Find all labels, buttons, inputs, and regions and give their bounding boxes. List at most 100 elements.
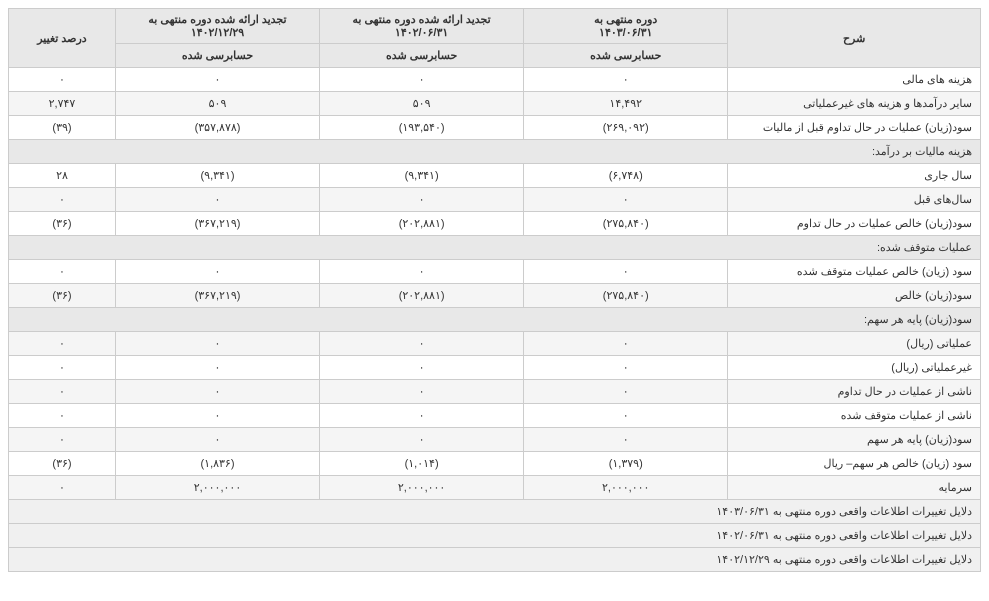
cell-pct: (۳۶) xyxy=(9,284,116,308)
header-desc: شرح xyxy=(728,9,981,68)
header-pct: درصد تغییر xyxy=(9,9,116,68)
cell-value: (۶,۷۴۸) xyxy=(524,164,728,188)
table-row: ناشی از عملیات در حال تداوم۰۰۰۰ xyxy=(9,380,981,404)
header-period1: دوره منتهی به ۱۴۰۳/۰۶/۳۱ xyxy=(524,9,728,44)
table-row: ناشی از عملیات متوقف شده۰۰۰۰ xyxy=(9,404,981,428)
table-row: سرمایه۲,۰۰۰,۰۰۰۲,۰۰۰,۰۰۰۲,۰۰۰,۰۰۰۰ xyxy=(9,476,981,500)
table-row: غیرعملیاتی (ریال)۰۰۰۰ xyxy=(9,356,981,380)
cell-value: (۱,۸۳۶) xyxy=(115,452,319,476)
section-label: عملیات متوقف شده: xyxy=(9,236,981,260)
cell-value: (۲۰۲,۸۸۱) xyxy=(320,284,524,308)
header-period1-line2: ۱۴۰۳/۰۶/۳۱ xyxy=(530,26,721,39)
cell-pct: ۰ xyxy=(9,68,116,92)
table-row: عملیاتی (ریال)۰۰۰۰ xyxy=(9,332,981,356)
cell-value: ۰ xyxy=(320,404,524,428)
cell-pct: ۲۸ xyxy=(9,164,116,188)
cell-value: (۱۹۳,۵۴۰) xyxy=(320,116,524,140)
header-audited-2: حسابرسی شده xyxy=(320,44,524,68)
cell-value: ۰ xyxy=(524,428,728,452)
footer-row: دلایل تغییرات اطلاعات واقعی دوره منتهی ب… xyxy=(9,500,981,524)
table-row: سود(زیان) خالص(۲۷۵,۸۴۰)(۲۰۲,۸۸۱)(۳۶۷,۲۱۹… xyxy=(9,284,981,308)
cell-value: ۲,۰۰۰,۰۰۰ xyxy=(320,476,524,500)
table-row: سود(زیان) پایه هر سهم۰۰۰۰ xyxy=(9,428,981,452)
header-period1-line1: دوره منتهی به xyxy=(530,13,721,26)
footer-label: دلایل تغییرات اطلاعات واقعی دوره منتهی ب… xyxy=(9,548,981,572)
cell-value: ۰ xyxy=(320,260,524,284)
cell-value: ۰ xyxy=(320,380,524,404)
section-label: سود(زیان) پایه هر سهم: xyxy=(9,308,981,332)
cell-value: ۰ xyxy=(524,260,728,284)
table-body: هزینه های مالی۰۰۰۰سایر درآمدها و هزینه ه… xyxy=(9,68,981,572)
cell-pct: ۰ xyxy=(9,380,116,404)
cell-desc: سرمایه xyxy=(728,476,981,500)
cell-desc: سال جاری xyxy=(728,164,981,188)
cell-pct: (۳۹) xyxy=(9,116,116,140)
cell-desc: عملیاتی (ریال) xyxy=(728,332,981,356)
table-header: شرح دوره منتهی به ۱۴۰۳/۰۶/۳۱ تجدید ارائه… xyxy=(9,9,981,68)
cell-value: ۰ xyxy=(115,332,319,356)
section-label: هزینه مالیات بر درآمد: xyxy=(9,140,981,164)
cell-value: ۰ xyxy=(115,356,319,380)
cell-desc: سود (زیان) خالص هر سهم– ریال xyxy=(728,452,981,476)
table-row: سود(زیان) خالص عملیات در حال تداوم(۲۷۵,۸… xyxy=(9,212,981,236)
table-row: هزینه مالیات بر درآمد: xyxy=(9,140,981,164)
header-period3: تجدید ارائه شده دوره منتهی به ۱۴۰۲/۱۲/۲۹ xyxy=(115,9,319,44)
cell-value: ۰ xyxy=(524,380,728,404)
footer-label: دلایل تغییرات اطلاعات واقعی دوره منتهی ب… xyxy=(9,500,981,524)
cell-value: ۰ xyxy=(115,68,319,92)
cell-desc: سود(زیان) خالص عملیات در حال تداوم xyxy=(728,212,981,236)
cell-pct: ۰ xyxy=(9,260,116,284)
cell-value: ۰ xyxy=(115,188,319,212)
header-audited-1: حسابرسی شده xyxy=(524,44,728,68)
cell-value: ۰ xyxy=(320,68,524,92)
cell-value: (۲۷۵,۸۴۰) xyxy=(524,284,728,308)
cell-desc: سود(زیان) پایه هر سهم xyxy=(728,428,981,452)
cell-desc: ناشی از عملیات در حال تداوم xyxy=(728,380,981,404)
cell-desc: سود(زیان) عملیات در حال تداوم قبل از مال… xyxy=(728,116,981,140)
cell-desc: سود (زیان) خالص عملیات متوقف شده xyxy=(728,260,981,284)
cell-value: ۰ xyxy=(524,332,728,356)
cell-pct: ۰ xyxy=(9,404,116,428)
table-row: سایر درآمدها و هزینه های غیرعملیاتی۱۴,۴۹… xyxy=(9,92,981,116)
cell-value: ۰ xyxy=(115,260,319,284)
cell-value: (۱,۳۷۹) xyxy=(524,452,728,476)
cell-value: (۲۰۲,۸۸۱) xyxy=(320,212,524,236)
cell-value: ۲,۰۰۰,۰۰۰ xyxy=(115,476,319,500)
cell-pct: ۲,۷۴۷ xyxy=(9,92,116,116)
table-row: عملیات متوقف شده: xyxy=(9,236,981,260)
cell-value: ۲,۰۰۰,۰۰۰ xyxy=(524,476,728,500)
cell-desc: سود(زیان) خالص xyxy=(728,284,981,308)
cell-desc: هزینه های مالی xyxy=(728,68,981,92)
cell-desc: غیرعملیاتی (ریال) xyxy=(728,356,981,380)
cell-value: (۳۶۷,۲۱۹) xyxy=(115,284,319,308)
cell-value: ۰ xyxy=(524,356,728,380)
cell-value: (۳۵۷,۸۷۸) xyxy=(115,116,319,140)
cell-pct: (۳۶) xyxy=(9,212,116,236)
footer-row: دلایل تغییرات اطلاعات واقعی دوره منتهی ب… xyxy=(9,548,981,572)
table-row: سود (زیان) خالص هر سهم– ریال(۱,۳۷۹)(۱,۰۱… xyxy=(9,452,981,476)
cell-pct: ۰ xyxy=(9,428,116,452)
financial-table: شرح دوره منتهی به ۱۴۰۳/۰۶/۳۱ تجدید ارائه… xyxy=(8,8,981,572)
cell-value: ۰ xyxy=(320,428,524,452)
cell-value: ۰ xyxy=(524,68,728,92)
cell-value: ۰ xyxy=(320,356,524,380)
cell-value: ۰ xyxy=(320,332,524,356)
cell-pct: (۳۶) xyxy=(9,452,116,476)
header-audited-3: حسابرسی شده xyxy=(115,44,319,68)
cell-desc: سایر درآمدها و هزینه های غیرعملیاتی xyxy=(728,92,981,116)
cell-value: ۰ xyxy=(115,428,319,452)
cell-value: (۲۷۵,۸۴۰) xyxy=(524,212,728,236)
cell-value: ۵۰۹ xyxy=(320,92,524,116)
header-period3-line2: ۱۴۰۲/۱۲/۲۹ xyxy=(122,26,313,39)
header-period2-line1: تجدید ارائه شده دوره منتهی به xyxy=(326,13,517,26)
table-row: سال جاری(۶,۷۴۸)(۹,۳۴۱)(۹,۳۴۱)۲۸ xyxy=(9,164,981,188)
cell-value: (۹,۳۴۱) xyxy=(115,164,319,188)
cell-pct: ۰ xyxy=(9,476,116,500)
cell-value: ۰ xyxy=(320,188,524,212)
cell-pct: ۰ xyxy=(9,332,116,356)
table-row: سال‌های قبل۰۰۰۰ xyxy=(9,188,981,212)
cell-value: (۳۶۷,۲۱۹) xyxy=(115,212,319,236)
cell-pct: ۰ xyxy=(9,356,116,380)
cell-value: (۹,۳۴۱) xyxy=(320,164,524,188)
header-period2: تجدید ارائه شده دوره منتهی به ۱۴۰۲/۰۶/۳۱ xyxy=(320,9,524,44)
